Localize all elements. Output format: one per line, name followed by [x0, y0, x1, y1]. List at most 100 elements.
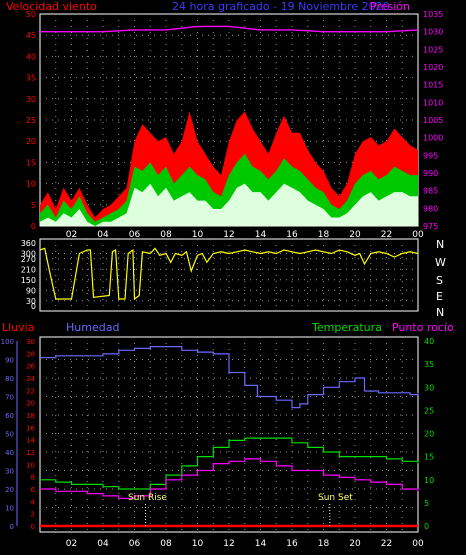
compass-n-bottom: N [436, 306, 444, 319]
pressure-y-tick: 1020 [423, 63, 443, 72]
rain-y-tick: 14 [26, 437, 35, 445]
wind-y-tick: 45 [26, 31, 36, 40]
pressure-y-tick: 1015 [423, 81, 443, 90]
pressure-y-tick: 995 [423, 151, 438, 160]
date-title: 24 hora graficado - 19 Noviembre 2020 [172, 0, 390, 13]
rain-y-tick: 30 [26, 338, 35, 346]
climate-x-tick: 14 [255, 539, 267, 549]
humidity-y-tick: 70 [5, 394, 14, 402]
wind-plot: 0510152025303540455097598098599099510001… [26, 10, 444, 240]
humidity-line [40, 346, 419, 409]
wind-y-tick: 50 [26, 10, 36, 19]
wind-x-tick: 14 [255, 230, 267, 240]
wind-y-tick: 20 [26, 137, 36, 146]
wind-x-tick: 08 [160, 230, 172, 240]
wind-x-tick: 18 [318, 230, 330, 240]
temperature-label: Temperatura [311, 321, 382, 334]
rain-label: Lluvia [2, 321, 34, 334]
rain-y-tick: 6 [31, 486, 36, 494]
direction-y-tick: 0 [31, 302, 36, 311]
pressure-y-tick: 990 [423, 169, 438, 178]
wind-y-tick: 25 [26, 116, 36, 125]
wind-x-tick: 22 [381, 230, 392, 240]
pressure-title: Presión [370, 0, 410, 13]
wind-x-tick: 20 [349, 230, 361, 240]
wind-x-tick: 10 [192, 230, 204, 240]
pressure-y-tick: 1030 [423, 28, 443, 37]
rain-y-tick: 8 [31, 474, 35, 482]
rain-y-tick: 20 [26, 400, 35, 408]
wind-y-tick: 5 [31, 201, 36, 210]
temperature-y-tick: 10 [424, 476, 434, 485]
pressure-y-tick: 975 [423, 222, 438, 231]
wind-x-tick: 06 [129, 230, 141, 240]
wind-x-tick: 00 [412, 230, 424, 240]
rain-y-tick: 12 [26, 449, 35, 457]
humidity-label: Humedad [66, 321, 119, 334]
wind-y-tick: 35 [26, 74, 36, 83]
compass-s: S [436, 274, 443, 287]
direction-y-tick: 300 [21, 250, 36, 259]
climate-x-tick: 20 [349, 539, 361, 549]
wind-x-tick: 16 [286, 230, 298, 240]
rain-y-tick: 28 [26, 350, 35, 358]
climate-x-tick: 16 [286, 539, 298, 549]
climate-x-tick: 10 [192, 539, 204, 549]
pressure-y-tick: 980 [423, 204, 438, 213]
wind-title: Velocidad viento [6, 0, 97, 13]
wind-low-area [40, 183, 418, 226]
wind-y-tick: 40 [26, 52, 36, 61]
humidity-y-tick: 30 [5, 468, 14, 476]
direction-y-tick: 90 [26, 286, 36, 295]
temperature-y-tick: 30 [424, 383, 434, 392]
pressure-y-tick: 985 [423, 187, 438, 196]
direction-y-tick: 210 [21, 265, 36, 274]
direction-y-tick: 360 [21, 239, 36, 248]
direction-y-tick: 150 [21, 276, 36, 285]
humidity-y-tick: 20 [5, 486, 14, 494]
temperature-y-tick: 15 [424, 453, 434, 462]
dewpoint-label: Punto rocío [392, 321, 454, 334]
rain-y-tick: 26 [26, 363, 35, 371]
pressure-y-tick: 1025 [423, 45, 443, 54]
rain-y-tick: 10 [26, 461, 35, 469]
humidity-y-tick: 80 [5, 375, 14, 383]
wind-y-tick: 10 [26, 180, 36, 189]
sunrise-label: Sun Rise [128, 493, 167, 503]
wind-y-tick: 30 [26, 95, 36, 104]
rain-y-tick: 18 [26, 412, 35, 420]
temperature-y-tick: 35 [424, 360, 434, 369]
humidity-y-tick: 50 [5, 431, 14, 439]
temperature-y-tick: 20 [424, 430, 434, 439]
direction-line [39, 247, 419, 301]
temperature-y-tick: 40 [424, 337, 434, 346]
pressure-y-tick: 1010 [423, 98, 443, 107]
rain-y-tick: 2 [31, 511, 35, 519]
humidity-y-tick: 60 [5, 412, 14, 420]
climate-x-tick: 00 [412, 539, 424, 549]
rain-y-tick: 24 [26, 375, 35, 383]
temperature-line [40, 437, 419, 490]
humidity-y-tick: 40 [5, 449, 14, 457]
rain-y-tick: 22 [26, 387, 35, 395]
temperature-y-tick: 5 [424, 499, 429, 508]
humidity-y-tick: 10 [5, 505, 14, 513]
humidity-y-tick: 90 [5, 357, 14, 365]
rain-y-tick: 4 [31, 498, 36, 506]
humidity-y-tick: 100 [1, 338, 14, 346]
compass-n-top: N [436, 238, 444, 251]
pressure-y-tick: 1005 [423, 116, 443, 125]
direction-y-tick: 270 [21, 255, 36, 264]
humidity-y-tick: 0 [10, 523, 14, 531]
climate-x-tick: 12 [223, 539, 234, 549]
sunset-label: Sun Set [318, 493, 353, 503]
temperature-y-tick: 25 [424, 406, 434, 415]
climate-x-tick: 04 [97, 539, 109, 549]
wind-x-tick: 12 [223, 230, 234, 240]
wind-y-tick: 0 [31, 222, 36, 231]
climate-x-tick: 02 [66, 539, 77, 549]
wind-x-tick: 04 [97, 230, 109, 240]
wind-x-tick: 02 [66, 230, 77, 240]
